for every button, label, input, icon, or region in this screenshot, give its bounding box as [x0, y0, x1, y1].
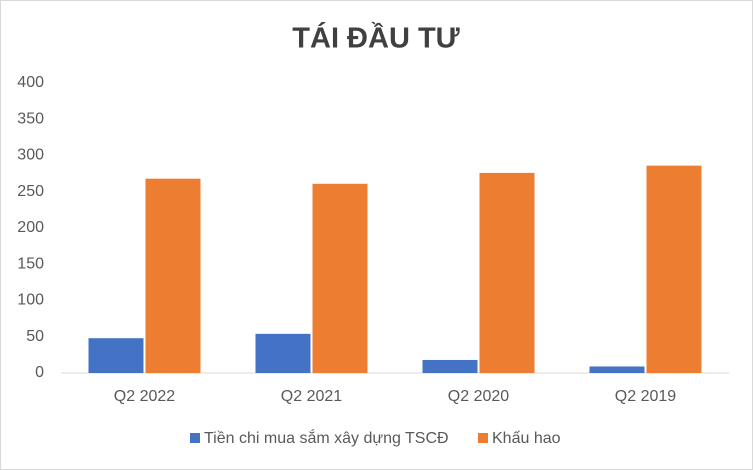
legend-swatch [190, 433, 200, 443]
bar [255, 333, 311, 373]
y-tick-label: 0 [35, 364, 44, 381]
legend-swatch [478, 433, 488, 443]
bar [88, 338, 144, 373]
chart-title: TÁI ĐẦU TƯ [292, 21, 460, 55]
bar [422, 359, 478, 373]
y-tick-label: 50 [26, 328, 44, 345]
legend-label: Khấu hao [492, 430, 561, 447]
legend-label: Tiền chi mua sắm xây dựng TSCĐ [204, 428, 449, 447]
y-tick-label: 150 [17, 255, 44, 272]
x-tick-label: Q2 2022 [114, 388, 175, 405]
bar [646, 165, 702, 373]
y-tick-label: 200 [17, 219, 44, 236]
bar [589, 366, 645, 373]
y-tick-label: 300 [17, 147, 44, 164]
y-tick-label: 400 [17, 74, 44, 91]
x-tick-label: Q2 2019 [615, 388, 676, 405]
x-tick-label: Q2 2020 [448, 388, 509, 405]
bar [479, 172, 535, 373]
y-tick-label: 350 [17, 110, 44, 127]
y-tick-label: 250 [17, 183, 44, 200]
y-tick-label: 100 [17, 292, 44, 309]
bar [312, 183, 368, 373]
bar [145, 178, 201, 373]
x-tick-label: Q2 2021 [281, 388, 342, 405]
